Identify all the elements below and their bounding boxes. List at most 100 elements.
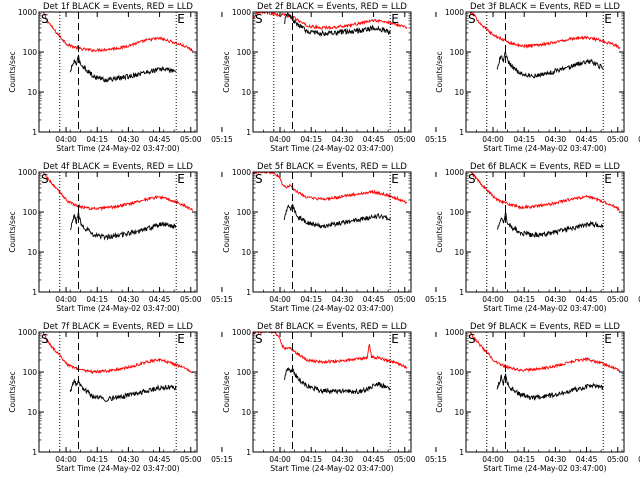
panel-title: Det 2f BLACK = Events, RED = LLD xyxy=(257,2,407,12)
plot-frame xyxy=(38,171,198,293)
x-tick-label: 04:30 xyxy=(332,455,354,464)
y-tick-label: 1 xyxy=(32,448,37,457)
event-rate-line xyxy=(70,211,177,241)
x-axis-label: Start Time (24-May-02 03:47:00) xyxy=(483,304,606,313)
lld-rate-line xyxy=(469,332,621,373)
start-label: S xyxy=(468,12,476,26)
lld-rate-line xyxy=(253,172,408,204)
x-axis-label: Start Time (24-May-02 03:47:00) xyxy=(270,464,393,473)
y-axis-label: Counts/sec xyxy=(435,51,444,92)
y-tick-label: 100 xyxy=(450,208,465,217)
y-tick-label: 1000 xyxy=(18,328,37,337)
event-rate-line xyxy=(283,203,391,229)
x-tick-label: 04:15 xyxy=(86,455,108,464)
y-tick-label: 1000 xyxy=(232,168,251,177)
x-tick-label: 04:00 xyxy=(482,135,504,144)
event-rate-line xyxy=(283,366,391,395)
y-tick-label: 1 xyxy=(459,128,464,137)
plot-frame xyxy=(38,331,198,453)
x-tick-label: 04:30 xyxy=(545,455,567,464)
x-axis-label: Start Time (24-May-02 03:47:00) xyxy=(483,464,606,473)
y-axis-label: Counts/sec xyxy=(435,211,444,252)
x-tick-label: 04:45 xyxy=(363,295,385,304)
x-tick-label: 05:15 xyxy=(638,135,640,144)
end-label: E xyxy=(391,12,399,26)
start-label: S xyxy=(468,172,476,186)
x-tick-label: 05:15 xyxy=(211,455,233,464)
x-tick-label: 04:00 xyxy=(482,295,504,304)
x-tick-label: 04:30 xyxy=(118,295,140,304)
x-tick-label: 04:45 xyxy=(576,455,598,464)
y-tick-label: 10 xyxy=(27,408,37,417)
panel-title: Det 6f BLACK = Events, RED = LLD xyxy=(470,162,620,172)
y-tick-label: 100 xyxy=(450,368,465,377)
y-tick-label: 1000 xyxy=(18,168,37,177)
end-label: E xyxy=(391,172,399,186)
panel-title: Det 7f BLACK = Events, RED = LLD xyxy=(43,322,193,332)
y-tick-label: 10 xyxy=(27,88,37,97)
x-tick-label: 04:30 xyxy=(545,295,567,304)
x-tick-label: 05:00 xyxy=(607,135,629,144)
y-tick-label: 1 xyxy=(246,448,251,457)
x-tick-label: 04:15 xyxy=(300,295,322,304)
y-tick-label: 10 xyxy=(454,408,464,417)
x-tick-label: 05:00 xyxy=(394,295,416,304)
y-tick-label: 100 xyxy=(23,48,38,57)
x-tick-label: 04:00 xyxy=(269,135,291,144)
y-tick-label: 10 xyxy=(241,408,251,417)
start-label: S xyxy=(41,12,49,26)
x-tick-label: 04:45 xyxy=(576,295,598,304)
end-label: E xyxy=(177,172,185,186)
x-tick-label: 05:15 xyxy=(425,295,447,304)
y-tick-label: 1 xyxy=(459,448,464,457)
end-label: E xyxy=(604,12,612,26)
x-tick-label: 04:30 xyxy=(118,455,140,464)
event-rate-line xyxy=(69,54,177,83)
panel-title: Det 1f BLACK = Events, RED = LLD xyxy=(43,2,193,12)
end-label: E xyxy=(177,12,185,26)
x-tick-label: 05:15 xyxy=(425,135,447,144)
x-tick-label: 05:15 xyxy=(211,135,233,144)
plot-frame xyxy=(252,11,412,133)
panel-title: Det 9f BLACK = Events, RED = LLD xyxy=(470,322,620,332)
x-tick-label: 05:15 xyxy=(638,455,640,464)
y-axis-label: Counts/sec xyxy=(435,371,444,412)
x-tick-label: 05:00 xyxy=(180,135,202,144)
y-tick-label: 1 xyxy=(459,288,464,297)
x-tick-label: 04:30 xyxy=(332,295,354,304)
x-axis-label: Start Time (24-May-02 03:47:00) xyxy=(56,304,179,313)
start-label: S xyxy=(255,332,263,346)
y-tick-label: 10 xyxy=(241,248,251,257)
y-axis-label: Counts/sec xyxy=(8,51,17,92)
event-rate-line xyxy=(69,378,177,403)
y-tick-label: 100 xyxy=(450,48,465,57)
start-label: S xyxy=(41,172,49,186)
plot-frame xyxy=(252,331,412,453)
event-rate-line xyxy=(284,12,391,38)
plot-frame xyxy=(465,11,625,133)
plot-frame xyxy=(38,11,198,133)
event-rate-line xyxy=(496,211,604,238)
y-tick-label: 1000 xyxy=(232,8,251,17)
x-tick-label: 04:15 xyxy=(300,135,322,144)
end-label: E xyxy=(604,172,612,186)
x-tick-label: 04:45 xyxy=(363,135,385,144)
y-tick-label: 1000 xyxy=(445,168,464,177)
y-axis-label: Counts/sec xyxy=(222,211,231,252)
plot-frame xyxy=(465,331,625,453)
panel-title: Det 3f BLACK = Events, RED = LLD xyxy=(470,2,620,12)
x-tick-label: 04:00 xyxy=(55,455,77,464)
start-label: S xyxy=(255,12,263,26)
y-tick-label: 10 xyxy=(454,248,464,257)
y-axis-label: Counts/sec xyxy=(8,371,17,412)
plot-frame xyxy=(465,171,625,293)
x-tick-label: 04:00 xyxy=(269,295,291,304)
x-tick-label: 04:15 xyxy=(513,455,535,464)
